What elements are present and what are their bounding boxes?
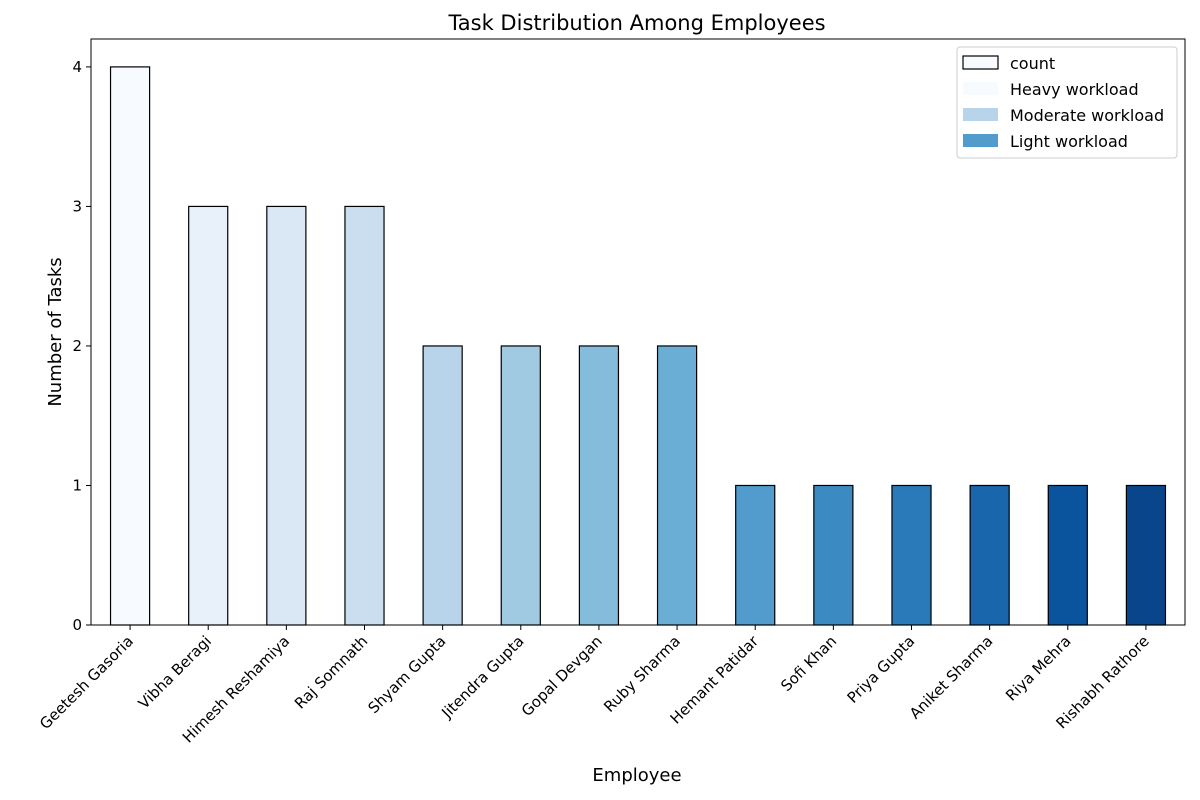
y-axis-title: Number of Tasks (45, 257, 66, 406)
bar-ruby-sharma (656, 345, 698, 626)
x-tick-label: Vibha Beragi (135, 632, 215, 712)
bar-shyam-gupta (422, 345, 463, 626)
legend-frame (956, 46, 1178, 159)
legend-swatch (963, 82, 998, 95)
y-tick-label: 1 (72, 476, 82, 494)
bar-rishabh-rathore (1125, 484, 1167, 626)
x-tick-label: Gopal Devgan (518, 632, 606, 720)
legend-label: Heavy workload (1010, 80, 1139, 99)
legend-label: Moderate workload (1010, 106, 1164, 125)
chart-title: Task Distribution Among Employees (447, 11, 825, 35)
y-axis: 0 1 2 3 4 (72, 58, 91, 634)
bar-vibha-beragi (188, 205, 229, 626)
legend-label: Light workload (1010, 132, 1128, 151)
bar-aniket-sharma (969, 484, 1010, 626)
legend-swatch (963, 134, 998, 147)
x-tick-label: Aniket Sharma (906, 632, 996, 722)
y-tick-label: 2 (72, 337, 82, 355)
y-tick-label: 4 (72, 58, 82, 76)
bar-riya-mehra (1047, 484, 1088, 626)
x-tick-label: Riya Mehra (1002, 632, 1074, 704)
bar-priya-gupta (891, 484, 932, 626)
bar-gopal-devgan (578, 345, 620, 626)
bar-geetesh-gasoria (109, 66, 151, 626)
x-tick-label: Shyam Gupta (364, 632, 449, 717)
x-axis-title: Employee (592, 765, 681, 786)
legend-swatch (963, 108, 998, 121)
bar-hemant-patidar (735, 484, 776, 626)
x-tick-label: Ruby Sharma (600, 632, 684, 716)
legend-swatch (962, 55, 999, 70)
x-tick-label: Raj Somnath (291, 632, 371, 712)
plot-area-frame (90, 38, 1186, 626)
bars-group (109, 66, 1167, 626)
x-tick-label: Priya Gupta (844, 632, 919, 707)
bar-sofi-khan (813, 484, 854, 626)
x-tick-label: Jitendra Gupta (437, 632, 527, 722)
bar-raj-somnath (344, 205, 385, 626)
legend: count Heavy workload Moderate workload Ligh… (956, 46, 1178, 159)
bar-jitendra-gupta (500, 345, 541, 626)
y-tick-label: 0 (72, 616, 82, 634)
legend-label: count (1010, 54, 1055, 73)
y-tick-label: 3 (72, 197, 82, 215)
x-tick-label: Geetesh Gasoria (36, 632, 137, 733)
x-tick-label: Sofi Khan (777, 632, 840, 695)
bar-himesh-reshamiya (266, 205, 307, 626)
